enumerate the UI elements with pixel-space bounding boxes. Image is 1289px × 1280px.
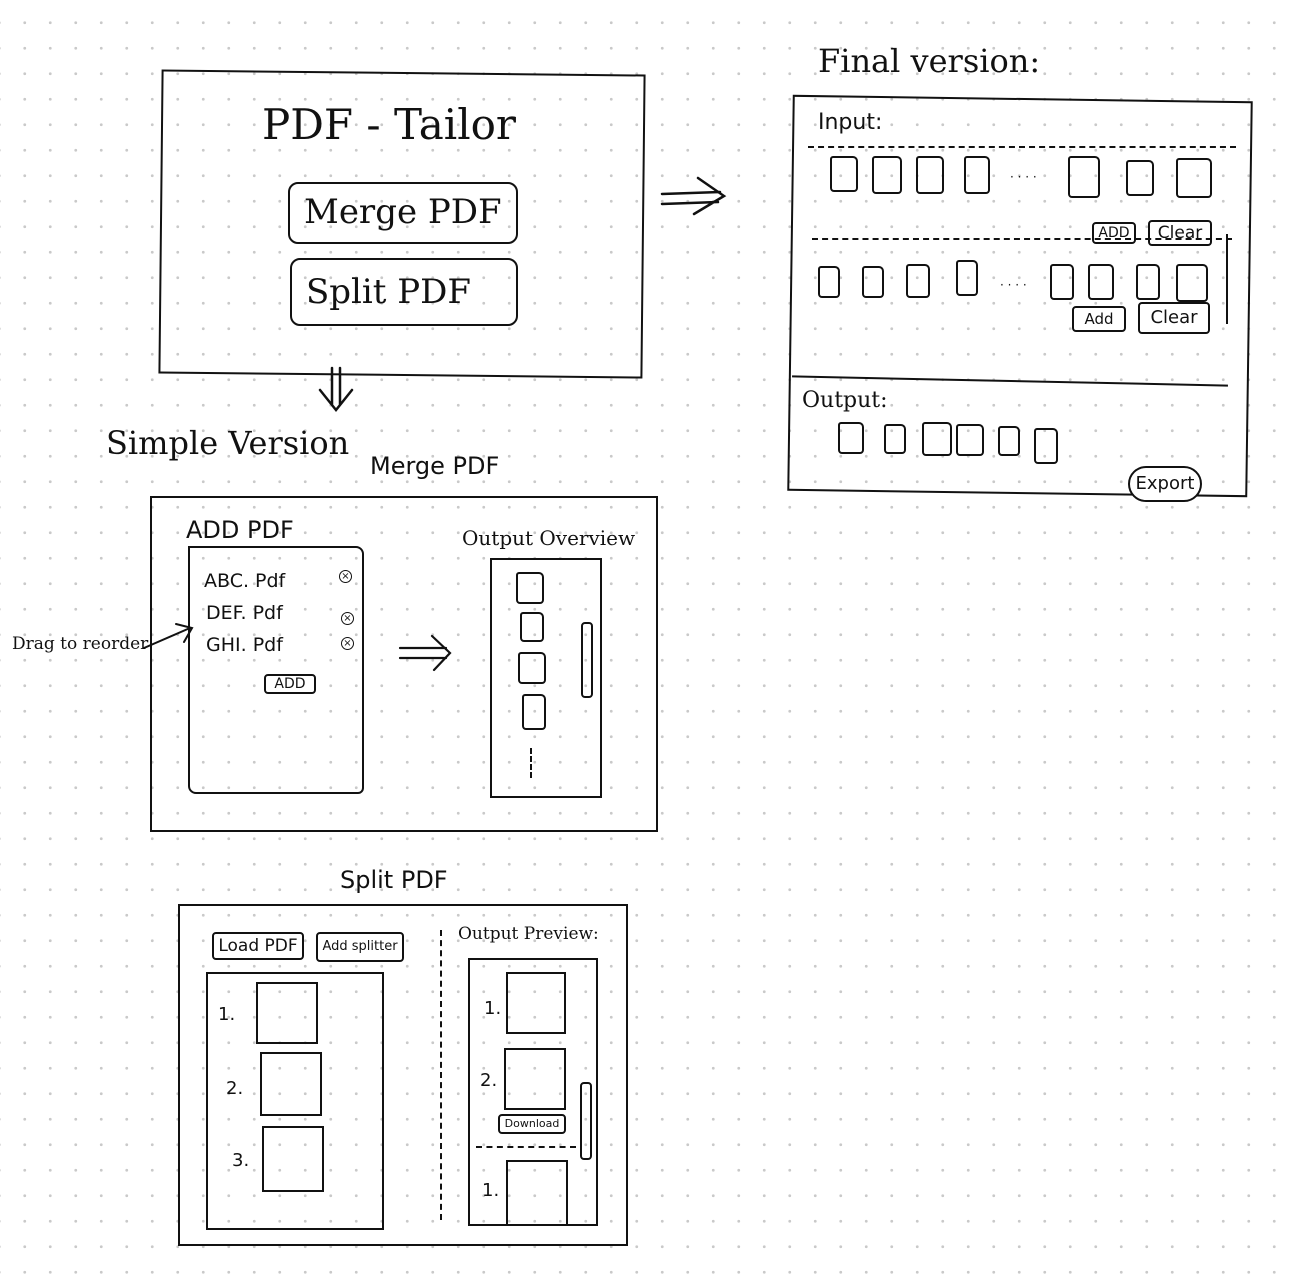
page-number: 3. bbox=[232, 1150, 250, 1171]
input-page-thumb[interactable] bbox=[1126, 160, 1154, 196]
remove-abc-icon[interactable]: × bbox=[339, 570, 352, 583]
merge-add-button[interactable]: ADD bbox=[264, 674, 316, 694]
input-page-thumb[interactable] bbox=[1068, 156, 1100, 198]
output-page-thumb bbox=[998, 426, 1020, 456]
output-label: Output: bbox=[802, 388, 888, 413]
input-separator bbox=[808, 146, 1236, 148]
page-number: 2. bbox=[226, 1078, 244, 1099]
preview-page-number: 2. bbox=[480, 1070, 498, 1091]
remove-ghi-icon[interactable]: × bbox=[341, 637, 354, 650]
split-pdf-frame bbox=[178, 904, 628, 1246]
simple-version-heading: Simple Version bbox=[106, 424, 350, 462]
input-page-thumb[interactable] bbox=[1136, 264, 1160, 300]
split-divider bbox=[440, 930, 442, 1220]
output-page-thumb bbox=[522, 694, 546, 730]
input-page-thumb[interactable] bbox=[1050, 264, 1074, 300]
add-pdf-title: ADD PDF bbox=[186, 516, 294, 544]
row1-add-button[interactable]: ADD bbox=[1092, 222, 1136, 244]
output-overview-title: Output Overview bbox=[462, 526, 636, 550]
output-page-thumb bbox=[922, 422, 952, 456]
app-title: PDF - Tailor bbox=[262, 100, 516, 149]
preview-page-thumb bbox=[506, 1160, 568, 1226]
load-pdf-button[interactable]: Load PDF bbox=[212, 932, 304, 960]
input-label: Input: bbox=[818, 110, 883, 135]
output-more-indicator bbox=[530, 748, 532, 778]
add-splitter-button[interactable]: Add splitter bbox=[316, 932, 404, 962]
output-page-thumb bbox=[520, 612, 544, 642]
preview-page-number: 1. bbox=[484, 998, 502, 1019]
input-page-thumb[interactable] bbox=[818, 266, 840, 298]
remove-def-icon[interactable]: × bbox=[341, 612, 354, 625]
output-page-thumb bbox=[956, 424, 984, 456]
merge-pdf-label: Merge PDF bbox=[304, 192, 502, 232]
download-button[interactable]: Download bbox=[498, 1114, 566, 1134]
merge-pdf-title: Merge PDF bbox=[370, 452, 500, 480]
input-page-thumb[interactable] bbox=[1088, 264, 1114, 300]
preview-page-number: 1. bbox=[482, 1180, 500, 1201]
preview-page-thumb bbox=[506, 972, 566, 1034]
row2-ellipsis: · · · · bbox=[1000, 278, 1027, 292]
output-overview-panel bbox=[490, 558, 602, 798]
page-thumb[interactable] bbox=[260, 1052, 322, 1116]
split-page-list bbox=[206, 972, 384, 1230]
merge-pdf-button[interactable]: Merge PDF bbox=[288, 182, 518, 244]
input-scrollbar[interactable] bbox=[1226, 234, 1234, 324]
row1-clear-button[interactable]: Clear bbox=[1148, 220, 1212, 246]
export-button[interactable]: Export bbox=[1128, 466, 1202, 502]
preview-page-thumb bbox=[504, 1048, 566, 1110]
split-pdf-button[interactable]: Split PDF bbox=[290, 258, 518, 326]
file-list-panel[interactable] bbox=[188, 546, 364, 794]
preview-split-line bbox=[476, 1146, 576, 1148]
output-preview-title: Output Preview: bbox=[458, 924, 599, 944]
row2-clear-button[interactable]: Clear bbox=[1138, 302, 1210, 334]
output-page-thumb bbox=[838, 422, 864, 454]
page-number: 1. bbox=[218, 1004, 236, 1025]
input-page-thumb[interactable] bbox=[916, 156, 944, 194]
arrow-down-icon bbox=[318, 366, 354, 413]
input-page-thumb[interactable] bbox=[906, 264, 930, 298]
arrow-right-icon bbox=[660, 176, 727, 216]
output-page-thumb bbox=[518, 652, 546, 684]
row-separator bbox=[812, 238, 1232, 240]
file-item-ghi[interactable]: GHI. Pdf bbox=[206, 634, 283, 656]
input-page-thumb[interactable] bbox=[872, 156, 902, 194]
output-page-thumb bbox=[1034, 428, 1058, 464]
input-page-thumb[interactable] bbox=[964, 156, 990, 194]
output-page-thumb bbox=[884, 424, 906, 454]
row1-ellipsis: · · · · bbox=[1010, 170, 1037, 184]
drag-arrow-icon bbox=[143, 623, 194, 649]
input-page-thumb[interactable] bbox=[956, 260, 978, 296]
input-page-thumb[interactable] bbox=[1176, 264, 1208, 302]
row2-add-button[interactable]: Add bbox=[1072, 306, 1126, 332]
merge-pdf-frame bbox=[150, 496, 658, 832]
page-thumb[interactable] bbox=[262, 1126, 324, 1192]
input-page-thumb[interactable] bbox=[862, 266, 884, 298]
final-version-heading: Final version: bbox=[818, 42, 1041, 80]
page-thumb[interactable] bbox=[256, 982, 318, 1044]
split-pdf-title: Split PDF bbox=[340, 866, 448, 894]
preview-scrollbar[interactable] bbox=[580, 1082, 592, 1160]
input-page-thumb[interactable] bbox=[830, 156, 858, 192]
output-page-thumb bbox=[516, 572, 544, 604]
output-scrollbar[interactable] bbox=[581, 622, 593, 698]
split-pdf-label: Split PDF bbox=[306, 272, 472, 312]
merge-flow-arrow-icon bbox=[398, 634, 452, 672]
input-page-thumb[interactable] bbox=[1176, 158, 1212, 198]
drag-to-reorder-note: Drag to reorder bbox=[12, 634, 149, 654]
file-item-abc[interactable]: ABC. Pdf bbox=[204, 570, 286, 592]
file-item-def[interactable]: DEF. Pdf bbox=[206, 602, 283, 624]
